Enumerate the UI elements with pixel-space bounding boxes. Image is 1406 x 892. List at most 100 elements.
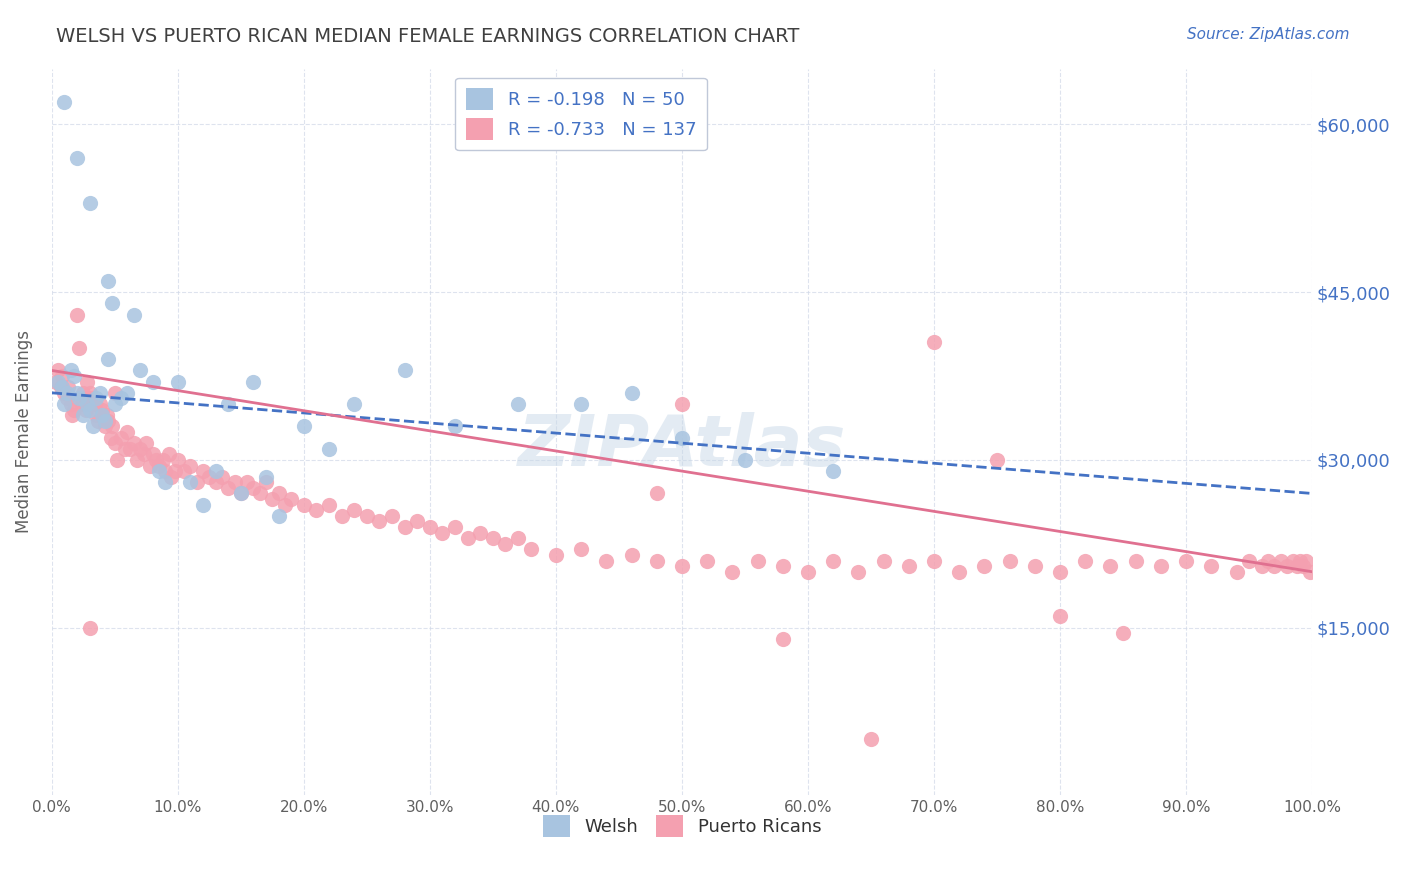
Point	[139, 458, 162, 473]
Point	[84, 392, 107, 406]
Point	[79, 621, 101, 635]
Point	[948, 565, 970, 579]
Point	[157, 447, 180, 461]
Point	[97, 274, 120, 288]
Point	[305, 503, 328, 517]
Point	[53, 385, 76, 400]
Point	[797, 565, 820, 579]
Point	[46, 363, 69, 377]
Point	[274, 498, 297, 512]
Point	[70, 397, 93, 411]
Point	[97, 352, 120, 367]
Point	[267, 508, 290, 523]
Point	[973, 559, 995, 574]
Point	[69, 392, 91, 406]
Point	[204, 464, 226, 478]
Point	[330, 508, 353, 523]
Point	[79, 385, 101, 400]
Point	[186, 475, 208, 490]
Point	[148, 458, 170, 473]
Point	[73, 392, 96, 406]
Point	[153, 475, 176, 490]
Point	[432, 525, 454, 540]
Point	[848, 565, 870, 579]
Point	[63, 402, 86, 417]
Y-axis label: Median Female Earnings: Median Female Earnings	[15, 330, 32, 533]
Point	[229, 486, 252, 500]
Point	[63, 369, 86, 384]
Point	[69, 341, 91, 355]
Point	[922, 553, 945, 567]
Point	[53, 95, 76, 109]
Point	[100, 431, 122, 445]
Point	[135, 436, 157, 450]
Point	[419, 520, 441, 534]
Point	[280, 491, 302, 506]
Point	[1175, 553, 1198, 567]
Point	[242, 375, 264, 389]
Point	[457, 531, 479, 545]
Point	[96, 408, 118, 422]
Point	[91, 408, 114, 422]
Point	[79, 195, 101, 210]
Point	[318, 498, 340, 512]
Point	[105, 453, 128, 467]
Point	[93, 419, 115, 434]
Point	[292, 498, 315, 512]
Point	[859, 732, 882, 747]
Point	[495, 537, 517, 551]
Point	[444, 520, 467, 534]
Point	[198, 469, 221, 483]
Point	[110, 392, 132, 406]
Point	[406, 515, 429, 529]
Point	[1257, 553, 1279, 567]
Point	[89, 385, 111, 400]
Point	[60, 408, 83, 422]
Point	[1285, 559, 1308, 574]
Point	[101, 296, 124, 310]
Point	[104, 436, 127, 450]
Point	[66, 151, 89, 165]
Point	[482, 531, 505, 545]
Point	[1150, 559, 1173, 574]
Text: WELSH VS PUERTO RICAN MEDIAN FEMALE EARNINGS CORRELATION CHART: WELSH VS PUERTO RICAN MEDIAN FEMALE EARN…	[56, 27, 800, 45]
Point	[46, 375, 69, 389]
Point	[191, 464, 214, 478]
Point	[93, 414, 115, 428]
Text: ZIPAtlas: ZIPAtlas	[517, 412, 846, 481]
Point	[56, 392, 79, 406]
Point	[76, 397, 98, 411]
Point	[117, 385, 139, 400]
Point	[671, 397, 693, 411]
Point	[104, 385, 127, 400]
Point	[204, 475, 226, 490]
Point	[97, 414, 120, 428]
Point	[56, 380, 79, 394]
Point	[160, 469, 183, 483]
Point	[236, 475, 259, 490]
Point	[56, 385, 79, 400]
Point	[53, 397, 76, 411]
Point	[191, 498, 214, 512]
Point	[1292, 559, 1315, 574]
Point	[620, 385, 643, 400]
Point	[1112, 626, 1135, 640]
Point	[696, 553, 718, 567]
Point	[101, 419, 124, 434]
Point	[922, 335, 945, 350]
Point	[51, 369, 73, 384]
Point	[117, 425, 139, 439]
Point	[91, 402, 114, 417]
Point	[734, 453, 756, 467]
Point	[224, 475, 246, 490]
Point	[470, 525, 492, 540]
Point	[129, 442, 152, 456]
Point	[76, 375, 98, 389]
Point	[772, 559, 794, 574]
Point	[51, 380, 73, 394]
Point	[211, 469, 233, 483]
Point	[242, 481, 264, 495]
Point	[506, 397, 529, 411]
Point	[72, 408, 94, 422]
Point	[1074, 553, 1097, 567]
